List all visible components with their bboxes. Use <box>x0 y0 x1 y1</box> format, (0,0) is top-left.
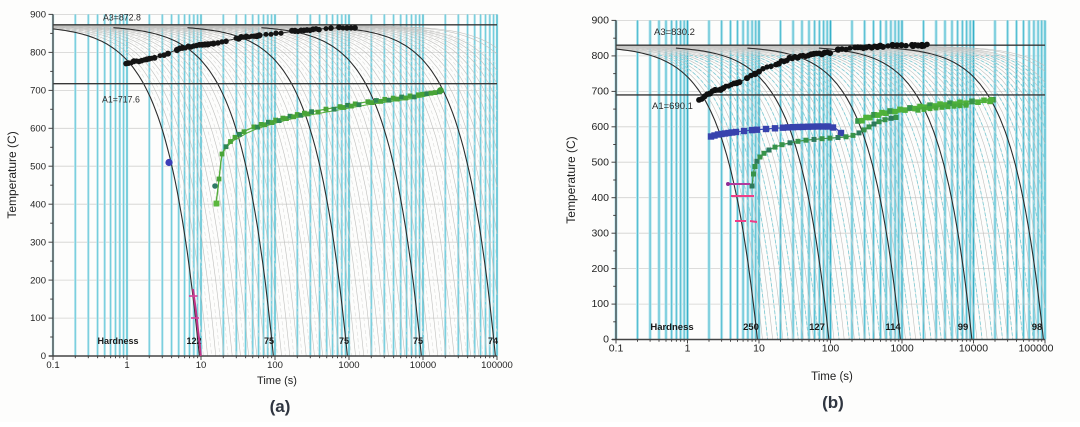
svg-text:1: 1 <box>685 343 691 355</box>
svg-text:300: 300 <box>30 237 46 248</box>
svg-text:Temperature (C): Temperature (C) <box>5 131 19 218</box>
svg-text:75: 75 <box>264 336 274 346</box>
svg-text:10: 10 <box>196 360 207 371</box>
svg-text:99: 99 <box>958 322 969 333</box>
svg-text:100000: 100000 <box>481 360 513 371</box>
svg-text:Hardness: Hardness <box>650 322 693 333</box>
svg-text:0.1: 0.1 <box>46 360 59 371</box>
svg-text:10: 10 <box>753 343 765 355</box>
svg-text:100: 100 <box>267 360 283 371</box>
svg-text:700: 700 <box>30 86 46 97</box>
svg-text:100: 100 <box>30 313 46 324</box>
svg-text:200: 200 <box>30 275 46 286</box>
svg-text:Hardness: Hardness <box>97 336 138 346</box>
svg-text:700: 700 <box>591 86 609 98</box>
svg-text:100: 100 <box>591 298 609 310</box>
svg-text:0: 0 <box>41 351 46 362</box>
svg-text:10000: 10000 <box>959 343 988 355</box>
svg-text:(b): (b) <box>822 393 844 412</box>
svg-text:900: 900 <box>591 15 609 27</box>
svg-text:0: 0 <box>603 334 609 346</box>
svg-text:400: 400 <box>591 192 609 204</box>
svg-text:A1=717.6: A1=717.6 <box>102 95 140 105</box>
svg-text:A3=872.8: A3=872.8 <box>103 13 141 23</box>
svg-text:100: 100 <box>822 343 840 355</box>
svg-text:(a): (a) <box>270 397 291 416</box>
svg-text:1: 1 <box>124 360 129 371</box>
svg-text:A1=690.1: A1=690.1 <box>652 101 693 112</box>
svg-text:0.1: 0.1 <box>609 343 624 355</box>
svg-text:400: 400 <box>30 199 46 210</box>
svg-text:75: 75 <box>413 336 423 346</box>
svg-text:Time (s): Time (s) <box>257 375 297 387</box>
svg-text:A3=830.2: A3=830.2 <box>654 27 695 38</box>
svg-text:500: 500 <box>591 156 609 168</box>
svg-text:600: 600 <box>30 124 46 135</box>
svg-text:500: 500 <box>30 161 46 172</box>
svg-text:100000: 100000 <box>1018 343 1053 355</box>
svg-text:Temperature (C): Temperature (C) <box>564 136 578 223</box>
svg-text:98: 98 <box>1032 322 1043 333</box>
svg-text:1000: 1000 <box>338 360 359 371</box>
svg-text:1000: 1000 <box>890 343 914 355</box>
svg-text:800: 800 <box>30 48 46 59</box>
svg-text:127: 127 <box>809 322 825 333</box>
svg-text:250: 250 <box>743 322 759 333</box>
svg-text:900: 900 <box>30 10 46 21</box>
svg-text:122: 122 <box>186 336 201 346</box>
svg-text:114: 114 <box>885 322 901 333</box>
svg-text:75: 75 <box>339 336 349 346</box>
svg-text:800: 800 <box>591 50 609 62</box>
svg-text:Time (s): Time (s) <box>811 371 853 383</box>
svg-text:74: 74 <box>488 336 498 346</box>
svg-text:600: 600 <box>591 121 609 133</box>
svg-text:10000: 10000 <box>410 360 436 371</box>
svg-text:200: 200 <box>591 263 609 275</box>
svg-text:300: 300 <box>591 227 609 239</box>
